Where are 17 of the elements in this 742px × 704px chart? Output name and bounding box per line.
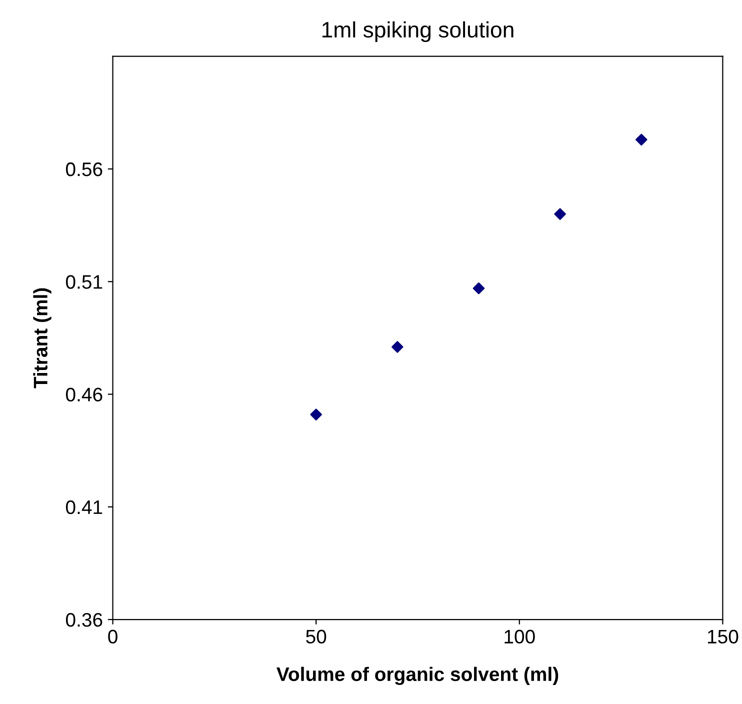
y-axis-title: Titrant (ml) <box>33 288 52 388</box>
x-tick-label: 100 <box>504 630 535 644</box>
y-tick-label: 0.46 <box>66 388 102 402</box>
y-tick-label: 0.41 <box>66 500 102 514</box>
point <box>392 341 404 353</box>
point <box>472 282 485 294</box>
point <box>554 208 566 220</box>
point <box>635 134 648 146</box>
y-tick-label: 0.36 <box>66 612 102 627</box>
point <box>310 408 322 420</box>
y-tick-label: 0.51 <box>66 275 102 289</box>
chart-title: 1ml spiking solution <box>322 21 514 42</box>
x-tick-label: 150 <box>708 630 738 644</box>
x-axis-title: Volume of organic solvent (ml) <box>276 666 558 686</box>
x-tick-label: 50 <box>306 630 326 644</box>
x-tick-label: 0 <box>108 630 118 644</box>
y-tick-label: 0.56 <box>66 162 102 176</box>
